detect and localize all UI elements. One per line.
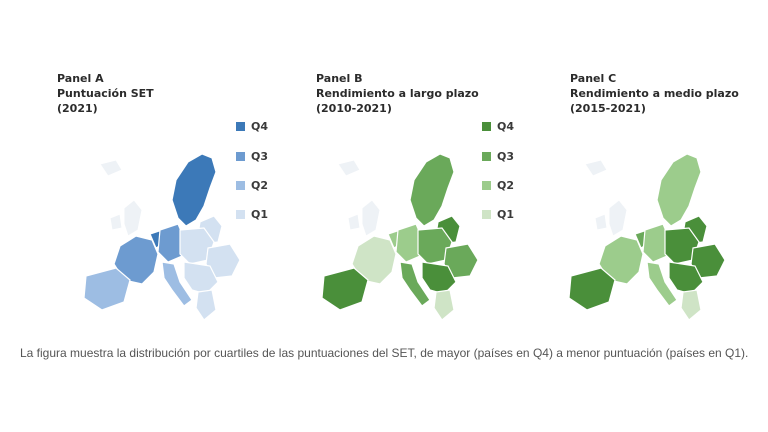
region-iceland-outline — [337, 159, 361, 177]
legend-swatch-q1 — [482, 210, 491, 219]
panel-c-title: Panel C Rendimiento a medio plazo (2015-… — [570, 71, 739, 116]
panel-c-metric: Rendimiento a medio plazo — [570, 87, 739, 100]
region-ireland-outline — [109, 213, 123, 231]
region-uk-outline — [123, 199, 143, 237]
region-greece — [433, 289, 455, 321]
region-nordic — [171, 153, 217, 227]
region-east — [443, 243, 479, 279]
legend-swatch-q3 — [482, 152, 491, 161]
panel-b-label: Panel B — [316, 72, 363, 85]
region-uk-outline — [608, 199, 628, 237]
region-greece — [195, 289, 217, 321]
region-iberia — [321, 267, 369, 311]
legend-item-q2: Q2 — [482, 179, 514, 192]
legend-swatch-q3 — [236, 152, 245, 161]
legend-item-q4: Q4 — [236, 120, 268, 133]
panel-b-metric: Rendimiento a largo plazo — [316, 87, 479, 100]
legend-swatch-q4 — [482, 122, 491, 131]
legend-item-q3: Q3 — [482, 150, 514, 163]
panel-a-title: Panel A Puntuación SET (2021) — [57, 71, 154, 116]
panel-c-label: Panel C — [570, 72, 617, 85]
region-iceland-outline — [99, 159, 123, 177]
legend-swatch-q2 — [236, 181, 245, 190]
map-panel-c — [568, 153, 726, 321]
region-italy — [161, 261, 193, 307]
panel-a-metric: Puntuación SET — [57, 87, 154, 100]
legend-swatch-q4 — [236, 122, 245, 131]
region-nordic — [409, 153, 455, 227]
legend-swatch-q1 — [236, 210, 245, 219]
region-italy — [399, 261, 431, 307]
legend-swatch-q2 — [482, 181, 491, 190]
legend-item-q2: Q2 — [236, 179, 268, 192]
region-iberia — [568, 267, 616, 311]
panel-b-title: Panel B Rendimiento a largo plazo (2010-… — [316, 71, 479, 116]
region-italy — [646, 261, 678, 307]
panel-b-period: (2010-2021) — [316, 102, 392, 115]
legend-item-q4: Q4 — [482, 120, 514, 133]
panel-c-period: (2015-2021) — [570, 102, 646, 115]
legend-item-q1: Q1 — [482, 208, 514, 221]
region-east — [690, 243, 726, 279]
panel-a-label: Panel A — [57, 72, 104, 85]
region-greece — [680, 289, 702, 321]
region-iceland-outline — [584, 159, 608, 177]
region-nordic — [656, 153, 702, 227]
panel-a-period: (2021) — [57, 102, 98, 115]
legend-item-q3: Q3 — [236, 150, 268, 163]
figure-caption: La figura muestra la distribución por cu… — [20, 346, 749, 360]
legend-item-q1: Q1 — [236, 208, 268, 221]
map-panel-b — [321, 153, 479, 321]
region-uk-outline — [361, 199, 381, 237]
region-iberia — [83, 267, 131, 311]
region-ireland-outline — [594, 213, 608, 231]
map-panel-a — [83, 153, 241, 321]
region-east — [205, 243, 241, 279]
region-ireland-outline — [347, 213, 361, 231]
